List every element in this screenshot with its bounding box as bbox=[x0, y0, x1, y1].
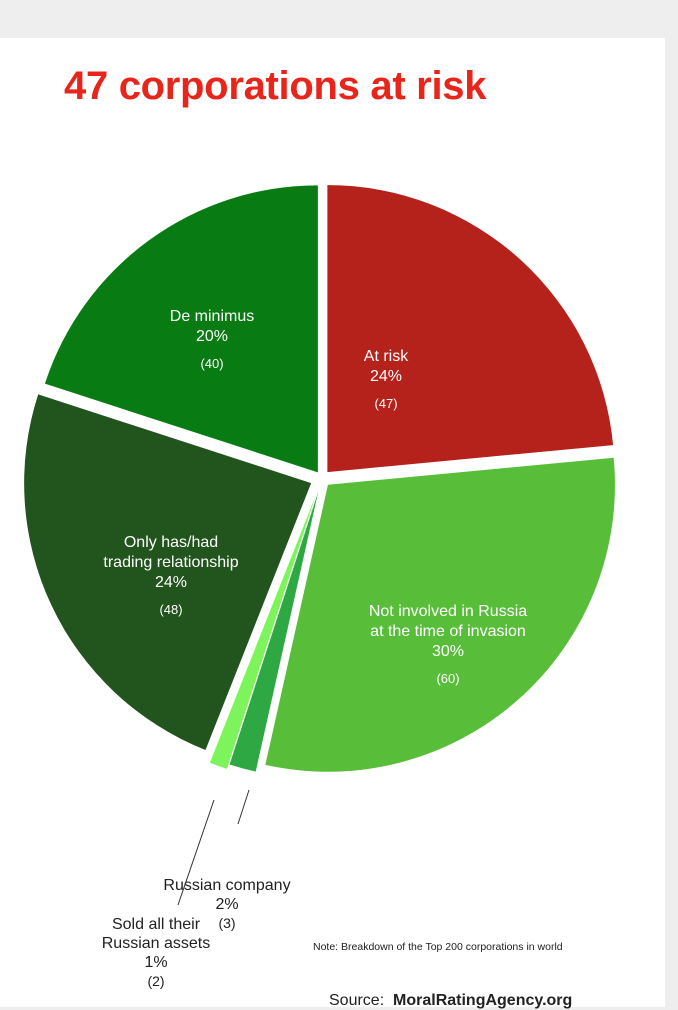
chart-note: Note: Breakdown of the Top 200 corporati… bbox=[313, 941, 563, 953]
slice-label-text: Russian company bbox=[163, 877, 290, 894]
slice-label-text: at the time of invasion bbox=[370, 623, 526, 640]
slice-label-text: 1% bbox=[144, 954, 167, 971]
slice-label-text: Not involved in Russia bbox=[369, 603, 527, 620]
pie-slice-0 bbox=[327, 185, 614, 473]
leader-line-3 bbox=[177, 799, 215, 906]
chart-title: 47 corporations at risk bbox=[64, 64, 487, 108]
pie-slice-1 bbox=[265, 457, 615, 772]
slice-label-text: (3) bbox=[218, 915, 235, 931]
slice-count: (48) bbox=[159, 602, 182, 617]
slice-label-3: Sold all their Russian assets 1% (2) bbox=[102, 916, 211, 989]
source-label: Source: bbox=[329, 992, 385, 1009]
slice-label-text: Sold all their bbox=[112, 916, 201, 933]
slice-label-2: Russian company 2% (3) bbox=[163, 877, 290, 931]
slice-label-4: Only has/had trading relationship 24% (48) bbox=[103, 534, 238, 617]
slice-count: (40) bbox=[200, 356, 223, 371]
pie-slice-4 bbox=[24, 394, 312, 750]
chart-source: Source: MoralRatingAgency.org bbox=[329, 992, 572, 1010]
source-name: MoralRatingAgency.org bbox=[393, 992, 573, 1009]
slice-label-text: Russian assets bbox=[102, 935, 211, 952]
slice-label-0: At risk 24% (47) bbox=[364, 348, 409, 411]
pie-slice-2 bbox=[229, 491, 319, 772]
slice-percent: 24% bbox=[155, 574, 187, 591]
slice-label-5: De minimus 20% (40) bbox=[170, 308, 254, 371]
slice-percent: 24% bbox=[370, 368, 402, 385]
slice-count: (60) bbox=[436, 671, 459, 686]
pie-slice-5 bbox=[44, 185, 318, 473]
slice-count: (47) bbox=[374, 396, 397, 411]
slice-label-text: De minimus bbox=[170, 308, 254, 325]
slice-label-text: trading relationship bbox=[103, 554, 238, 571]
slice-label-text: 2% bbox=[215, 896, 238, 913]
slice-label-text: (2) bbox=[147, 973, 164, 989]
slice-percent: 30% bbox=[432, 643, 464, 660]
slice-label-text: Only has/had bbox=[124, 534, 218, 551]
pie-slice-3 bbox=[209, 495, 316, 769]
slice-label-1: Not involved in Russia at the time of inv… bbox=[369, 603, 527, 686]
leader-line-2 bbox=[237, 789, 250, 825]
slice-label-text: At risk bbox=[364, 348, 409, 365]
slice-percent: 20% bbox=[196, 328, 228, 345]
